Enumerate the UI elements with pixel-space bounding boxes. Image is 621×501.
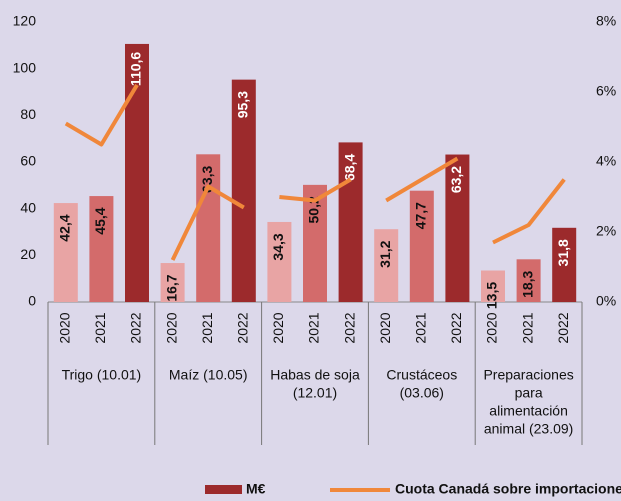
y2-tick-label: 2%	[596, 223, 616, 239]
y-tick-label: 80	[20, 106, 36, 122]
line	[279, 177, 352, 203]
group-label: Trigo (10.01)	[62, 367, 142, 383]
x-tick-label: 2021	[519, 312, 535, 343]
value-label: 95,3	[235, 91, 251, 118]
x-tick-label: 2022	[341, 312, 357, 343]
y-tick-label: 40	[20, 199, 36, 215]
x-tick-label: 2022	[128, 312, 144, 343]
bar	[481, 270, 505, 302]
y2-tick-label: 8%	[596, 13, 616, 29]
value-label: 18,3	[519, 270, 535, 297]
value-label: 45,4	[92, 207, 108, 234]
x-tick-label: 2022	[555, 312, 571, 343]
value-label: 63,2	[448, 166, 464, 193]
bar	[338, 142, 363, 302]
group-label: Crustáceos	[386, 367, 457, 383]
y-tick-label: 100	[13, 59, 37, 75]
line	[170, 184, 245, 261]
x-tick-label: 2020	[57, 312, 73, 343]
line	[64, 83, 139, 147]
value-label: 13,5	[484, 282, 500, 309]
bar	[516, 259, 541, 302]
value-label: 110,6	[128, 52, 144, 86]
bar	[231, 79, 256, 302]
legend-label: Cuota Canadá sobre importaciones España	[395, 481, 621, 497]
bar	[374, 229, 399, 302]
bar	[303, 184, 327, 302]
bar	[409, 190, 434, 302]
y-tick-label: 20	[20, 246, 36, 262]
group-label: (12.01)	[293, 385, 337, 401]
x-tick-label: 2020	[484, 312, 500, 343]
y2-tick-label: 0%	[596, 293, 616, 309]
x-tick-label: 2020	[377, 312, 393, 343]
bar	[53, 203, 78, 302]
y-tick-label: 60	[20, 153, 36, 169]
value-label: 16,7	[163, 274, 179, 301]
x-tick-label: 2021	[92, 312, 108, 343]
x-tick-label: 2020	[163, 312, 179, 343]
group-label: (03.06)	[400, 385, 444, 401]
group-label: para	[515, 385, 543, 401]
group-label: Habas de soja	[270, 367, 360, 383]
y2-tick-label: 4%	[596, 153, 616, 169]
value-label: 50,2	[306, 196, 322, 223]
legend-label: M€	[246, 481, 266, 497]
value-label: 34,3	[270, 233, 286, 260]
bar	[552, 227, 577, 302]
value-label: 42,4	[57, 214, 73, 241]
x-tick-label: 2022	[448, 312, 464, 343]
x-tick-label: 2021	[413, 312, 429, 343]
y-tick-label: 0	[28, 293, 36, 309]
x-tick-label: 2021	[306, 312, 322, 343]
value-label: 47,7	[413, 202, 429, 229]
y-tick-label: 120	[13, 13, 37, 29]
x-tick-label: 2020	[270, 312, 286, 343]
bar	[445, 154, 470, 302]
line	[385, 156, 459, 203]
bar	[160, 263, 185, 302]
value-label: 68,4	[341, 154, 357, 181]
group-label: Maíz (10.05)	[169, 367, 248, 383]
x-tick-label: 2022	[235, 312, 251, 343]
value-label: 31,8	[555, 239, 571, 266]
x-tick-label: 2021	[199, 312, 215, 343]
bar	[196, 154, 221, 302]
line	[492, 178, 566, 245]
bar	[267, 221, 292, 302]
legend-swatch	[205, 485, 242, 494]
group-label: Preparaciones	[483, 367, 573, 383]
value-label: 31,2	[377, 240, 393, 267]
group-label: animal (23.09)	[484, 421, 574, 437]
bar	[89, 196, 114, 302]
y2-tick-label: 6%	[596, 83, 616, 99]
group-label: alimentación	[489, 403, 568, 419]
